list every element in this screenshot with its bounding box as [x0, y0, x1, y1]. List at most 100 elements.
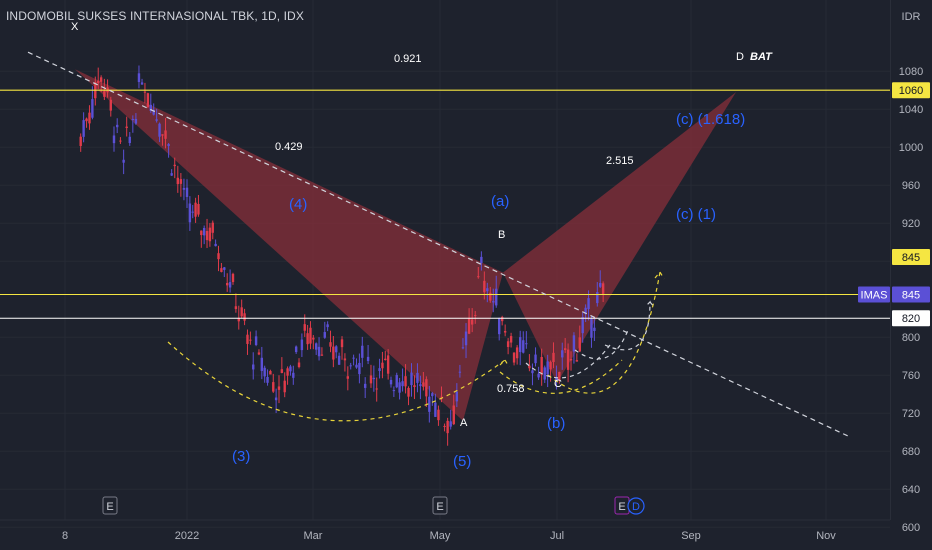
candle-body [329, 342, 332, 347]
price-axis-separator [890, 0, 891, 520]
earnings-marker-text: E [436, 501, 443, 513]
candle-body [88, 112, 91, 124]
candle [572, 332, 576, 364]
candle-body [581, 317, 584, 334]
candle-body [82, 120, 85, 137]
candle-body [266, 376, 269, 383]
candle [234, 293, 238, 313]
candle-body [534, 354, 537, 364]
candle-body [260, 357, 264, 371]
time-tick-label: May [430, 530, 451, 542]
candle [398, 377, 401, 400]
candle [254, 330, 258, 347]
candle [434, 393, 437, 417]
candle [125, 116, 128, 137]
candle [437, 405, 440, 426]
candle [392, 386, 396, 397]
level-price-tag: 845 [892, 249, 930, 265]
wave-label-a: (a) [491, 193, 509, 210]
candle-body [452, 405, 455, 425]
candle-body [413, 385, 416, 387]
candle-body [109, 99, 112, 111]
candle-body [314, 343, 318, 350]
point-label-x: X [71, 21, 79, 33]
candle-body [217, 253, 220, 260]
candle-body [552, 352, 555, 363]
candle [134, 113, 138, 125]
candle-body [205, 230, 209, 241]
candle-body [375, 388, 378, 390]
price-tick-label: 720 [902, 408, 920, 420]
candle-body [116, 124, 119, 128]
candle [85, 117, 88, 128]
candle-body [220, 268, 223, 272]
candle-body [143, 91, 147, 93]
candle [384, 350, 387, 361]
candle [599, 270, 602, 289]
candle-body [103, 91, 106, 97]
candle-body [395, 375, 398, 388]
candle-body [419, 384, 422, 387]
candle [464, 323, 468, 359]
candle-body [246, 334, 249, 344]
symbol-tag-bg [858, 286, 890, 303]
candle-body [223, 267, 226, 270]
price-tick-label: 1040 [899, 104, 923, 116]
candle-body [503, 330, 507, 333]
candle [440, 386, 443, 403]
candle [300, 333, 304, 357]
candle-body [112, 135, 116, 144]
price-tick-label: 640 [902, 484, 920, 496]
candle [386, 349, 390, 380]
candle [404, 364, 407, 394]
candle [498, 317, 501, 341]
candle [461, 338, 465, 350]
candle-body [292, 372, 295, 378]
earnings-marker-text: E [618, 501, 625, 513]
candle-body [561, 350, 564, 358]
candle [220, 262, 223, 273]
candle [297, 358, 301, 369]
candle-body [506, 341, 510, 347]
candle [446, 417, 449, 446]
candle-body [590, 318, 593, 338]
candle-body [358, 362, 361, 375]
candle [128, 132, 131, 146]
candle [449, 409, 452, 430]
candle-body [483, 280, 486, 293]
point-label-c: C [554, 378, 562, 390]
candle [246, 329, 249, 355]
candle [578, 325, 581, 353]
candle [540, 348, 543, 386]
price-tick-label: 760 [902, 370, 920, 382]
symbol-tag-text: IMAS [861, 289, 888, 301]
candle [188, 196, 192, 231]
candle-body [492, 301, 495, 303]
candle [552, 342, 555, 369]
candle-body [280, 369, 284, 374]
resistance-price-tag-text: 1060 [899, 85, 923, 97]
candle [164, 118, 167, 149]
resistance-price-tag: 1060 [892, 82, 930, 99]
candle-body [188, 203, 192, 223]
pattern-name: BAT [750, 51, 773, 63]
candle [286, 366, 289, 385]
candle [537, 366, 540, 380]
wave-label-4: (4) [289, 196, 307, 213]
candle-body [519, 337, 522, 353]
candle-body [234, 306, 238, 310]
candle-body [283, 380, 286, 393]
candle-body [202, 227, 206, 236]
candle [474, 311, 477, 324]
candle [91, 86, 94, 120]
candle [509, 332, 513, 348]
candle [543, 365, 546, 383]
candle-body [437, 409, 440, 421]
candle-body [173, 164, 176, 167]
candle [173, 157, 176, 179]
candle [182, 178, 186, 201]
candle [546, 354, 549, 388]
candle-body [389, 379, 393, 385]
dividend-marker: D [627, 497, 645, 515]
